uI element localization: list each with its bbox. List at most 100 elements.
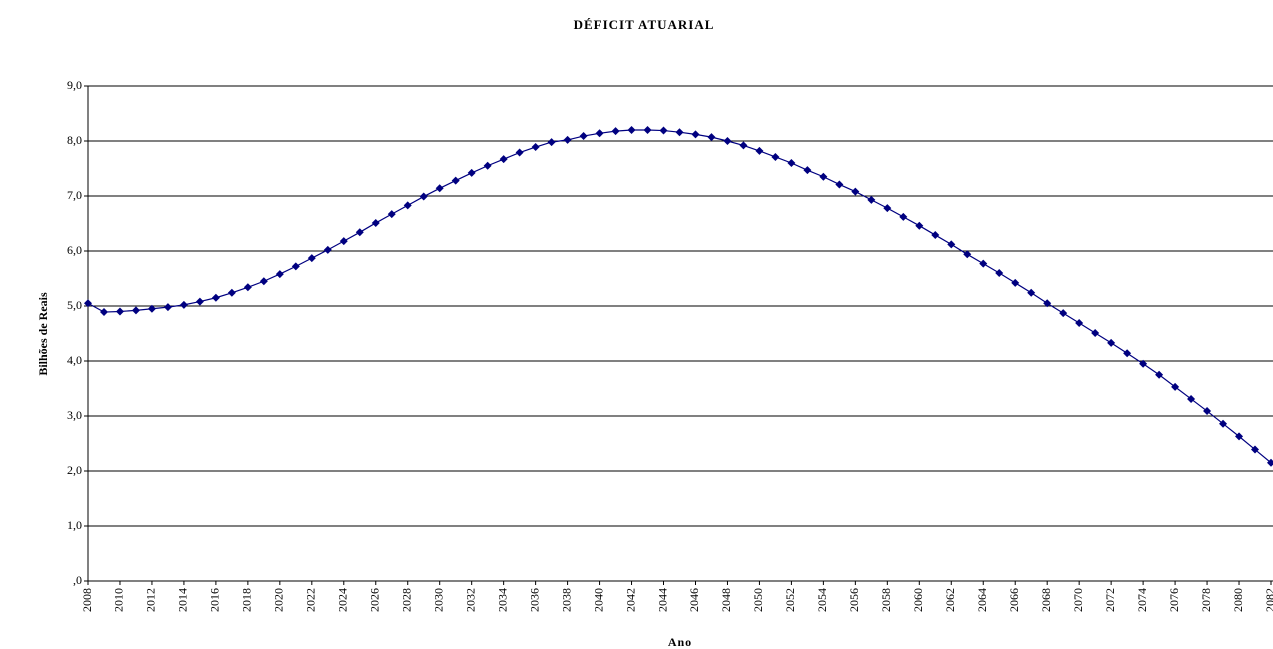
data-point xyxy=(755,146,764,155)
data-point xyxy=(131,306,140,315)
x-tick-label: 2016 xyxy=(208,588,222,612)
x-tick-label: 2050 xyxy=(751,588,765,612)
x-tick-label: 2034 xyxy=(495,588,509,612)
data-point xyxy=(355,228,364,237)
data-point xyxy=(995,269,1004,277)
data-point xyxy=(803,166,812,175)
data-point xyxy=(659,126,668,135)
data-line xyxy=(87,129,1272,464)
x-tick-label: 2044 xyxy=(655,588,669,612)
data-point xyxy=(1107,338,1116,347)
x-tick-label: 2042 xyxy=(623,588,637,612)
data-point xyxy=(899,212,908,221)
data-point xyxy=(1219,419,1228,428)
y-tick-label: 4,0 xyxy=(67,353,82,367)
data-point xyxy=(483,161,492,170)
data-point xyxy=(547,138,556,147)
data-point xyxy=(931,231,940,240)
x-tick-label: 2014 xyxy=(176,588,190,612)
data-point xyxy=(227,288,236,297)
data-point xyxy=(1251,445,1260,454)
data-point xyxy=(675,128,684,137)
y-tick-label: 5,0 xyxy=(67,298,82,312)
data-point xyxy=(883,204,892,213)
y-tick-label: 7,0 xyxy=(67,188,82,202)
data-point xyxy=(419,192,428,201)
x-tick-label: 2024 xyxy=(336,588,350,612)
y-tick-label: 6,0 xyxy=(67,243,82,257)
data-point xyxy=(739,141,748,150)
x-tick-label: 2022 xyxy=(304,588,318,612)
data-point xyxy=(611,127,620,136)
data-point xyxy=(291,262,300,271)
chart-title: DÉFICIT ATUARIAL xyxy=(574,17,715,32)
data-point xyxy=(339,237,348,246)
data-point xyxy=(323,245,332,254)
x-tick-label: 2036 xyxy=(527,588,541,612)
data-point xyxy=(771,152,780,161)
y-tick-label: 2,0 xyxy=(67,463,82,477)
y-tick-label: 9,0 xyxy=(67,78,82,92)
data-point xyxy=(723,137,732,145)
data-point xyxy=(467,168,476,177)
data-point xyxy=(163,303,172,312)
data-point xyxy=(819,172,828,181)
data-point xyxy=(691,130,700,139)
data-point xyxy=(211,293,220,302)
data-point xyxy=(867,195,876,204)
x-tick-label: 2082 xyxy=(1263,588,1273,612)
data-point xyxy=(1027,288,1036,297)
y-tick-label: 1,0 xyxy=(67,518,82,532)
data-point xyxy=(1203,407,1212,416)
data-point xyxy=(1171,382,1180,391)
data-point xyxy=(531,143,540,152)
data-point xyxy=(195,297,204,306)
x-tick-label: 2038 xyxy=(559,588,573,612)
x-tick-label: 2028 xyxy=(399,588,413,612)
x-tick-label: 2052 xyxy=(783,588,797,612)
data-point xyxy=(515,148,524,157)
data-point xyxy=(1139,359,1148,368)
x-tick-label: 2070 xyxy=(1071,588,1085,612)
data-point xyxy=(275,270,284,279)
x-tick-label: 2076 xyxy=(1167,588,1181,612)
data-point xyxy=(1267,458,1273,467)
data-point xyxy=(435,184,444,193)
y-tick-label: 8,0 xyxy=(67,133,82,147)
data-point xyxy=(371,218,380,227)
data-point xyxy=(563,135,572,144)
x-tick-label: 2046 xyxy=(687,588,701,612)
data-point xyxy=(1123,349,1132,358)
y-tick-label: 3,0 xyxy=(67,408,82,422)
data-point xyxy=(451,176,460,185)
data-point xyxy=(499,155,508,164)
x-axis-label: Ano xyxy=(668,635,692,649)
x-tick-label: 2060 xyxy=(911,588,925,612)
x-tick-label: 2012 xyxy=(144,588,158,612)
data-point xyxy=(179,300,188,309)
data-point xyxy=(99,308,108,317)
data-point xyxy=(1043,299,1052,308)
x-tick-label: 2040 xyxy=(591,588,605,612)
x-tick-label: 2062 xyxy=(943,588,957,612)
data-point xyxy=(403,201,412,210)
x-tick-label: 2008 xyxy=(80,588,94,612)
data-point xyxy=(243,283,252,292)
data-point xyxy=(307,254,316,263)
data-point xyxy=(115,307,124,316)
x-tick-label: 2026 xyxy=(368,588,382,612)
x-tick-label: 2068 xyxy=(1039,588,1053,612)
data-point xyxy=(595,129,604,138)
data-point xyxy=(963,250,972,259)
data-point xyxy=(1059,309,1068,318)
data-point xyxy=(1155,370,1164,379)
data-point xyxy=(707,133,716,142)
y-axis-label: Bilhões de Reais xyxy=(36,292,50,376)
data-point xyxy=(147,304,156,313)
x-tick-label: 2064 xyxy=(975,588,989,612)
x-tick-label: 2074 xyxy=(1135,588,1149,612)
x-tick-label: 2032 xyxy=(463,588,477,612)
x-tick-label: 2056 xyxy=(847,588,861,612)
data-point xyxy=(835,180,844,189)
